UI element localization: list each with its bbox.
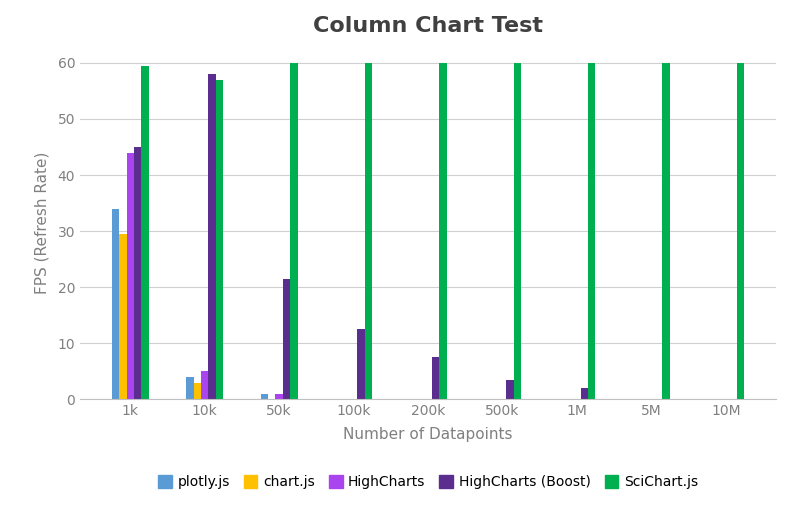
Bar (737, 63, 744, 399)
Bar (662, 63, 670, 399)
Bar (290, 63, 298, 399)
Bar (283, 279, 290, 399)
Bar (506, 380, 514, 399)
Bar (201, 371, 209, 399)
Bar (588, 63, 595, 399)
Bar (126, 153, 134, 399)
Bar (186, 377, 194, 399)
Y-axis label: FPS (Refresh Rate): FPS (Refresh Rate) (34, 152, 49, 294)
Bar (514, 63, 521, 399)
Bar (216, 80, 223, 399)
Legend: plotly.js, chart.js, HighCharts, HighCharts (Boost), SciChart.js: plotly.js, chart.js, HighCharts, HighCha… (152, 470, 704, 495)
X-axis label: Number of Datapoints: Number of Datapoints (343, 426, 513, 441)
Bar (142, 66, 149, 399)
Bar (194, 382, 201, 399)
Bar (261, 394, 268, 399)
Bar (134, 147, 142, 399)
Bar (581, 388, 588, 399)
Bar (112, 209, 119, 399)
Bar (365, 63, 372, 399)
Bar (209, 74, 216, 399)
Bar (432, 357, 439, 399)
Title: Column Chart Test: Column Chart Test (313, 16, 543, 36)
Bar (358, 329, 365, 399)
Bar (119, 234, 126, 399)
Bar (439, 63, 446, 399)
Bar (275, 394, 283, 399)
